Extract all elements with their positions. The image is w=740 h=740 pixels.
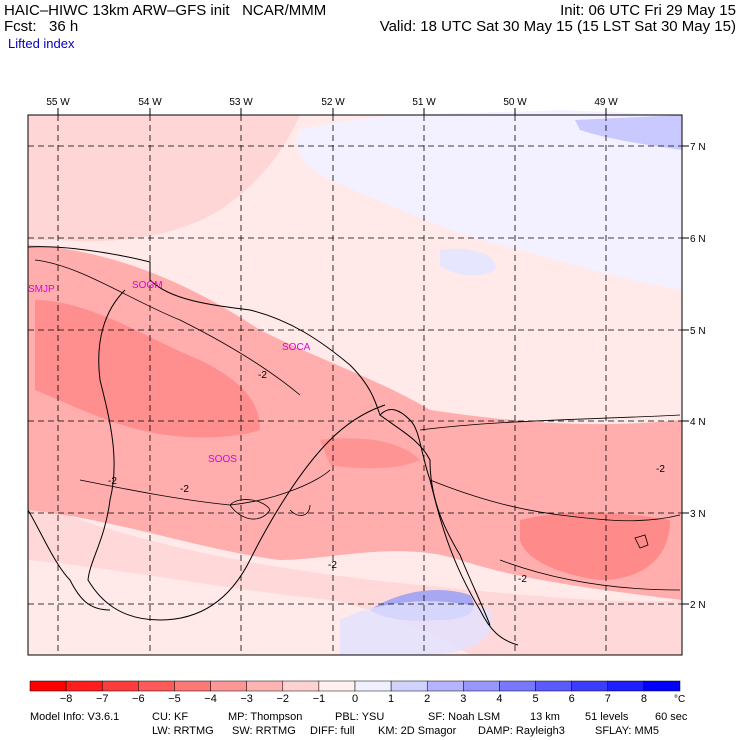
lon-label: 54 W	[138, 97, 162, 108]
colorbar-swatch	[643, 680, 681, 692]
lat-label: 3 N	[690, 509, 706, 520]
footer-pbl: PBL: YSU	[335, 711, 385, 723]
footer-timestep: 60 sec	[655, 711, 688, 723]
colorbar-tick-label: 4	[496, 693, 503, 705]
contour-label: -2	[656, 464, 665, 475]
colorbar-tick-label: 2	[424, 693, 431, 705]
colorbar-swatch	[210, 680, 247, 692]
lat-labels: 7 N 6 N 5 N 4 N 3 N 2 N	[690, 142, 706, 611]
footer-levels: 51 levels	[585, 711, 629, 723]
colorbar-tick-label: 5	[532, 693, 539, 705]
contour-label: -2	[180, 484, 189, 495]
positive-li-patch	[440, 248, 496, 276]
colorbar-swatch	[535, 680, 572, 692]
frame-ticks	[57, 108, 689, 605]
colorbar-swatch	[138, 680, 175, 692]
positive-li-region	[296, 110, 682, 290]
station-label: SOCA	[282, 342, 311, 353]
contour-label: -2	[108, 476, 117, 487]
lon-label: 50 W	[503, 97, 527, 108]
colorbar-swatch	[426, 680, 464, 692]
footer-cu: CU: KF	[152, 711, 189, 723]
valid-time: Valid: 18 UTC Sat 30 May 15 (15 LST Sat …	[379, 18, 736, 35]
colorbar-swatch	[174, 680, 211, 692]
footer-lw: LW: RRTMG	[152, 725, 214, 737]
colorbar-swatch	[390, 680, 428, 692]
footer-diff: DIFF: full	[310, 725, 355, 737]
lon-label: 49 W	[594, 97, 618, 108]
colorbar-unit: °C	[674, 694, 685, 705]
colorbar-tick-label: −6	[132, 693, 145, 705]
colorbar-tick-label: 0	[351, 693, 359, 705]
lat-label: 7 N	[690, 142, 706, 153]
footer-km: KM: 2D Smagor	[378, 725, 457, 737]
colorbar-swatch	[499, 680, 536, 692]
li-minus1-band-lower	[28, 500, 682, 655]
lat-label: 5 N	[690, 326, 706, 337]
colorbar-swatch	[29, 680, 67, 692]
colorbar-tick-label: −8	[59, 693, 73, 705]
colorbar-swatch	[282, 680, 320, 692]
positive-li-core	[575, 115, 682, 150]
colorbar-tick-label: −5	[168, 693, 181, 705]
station-label: SOGM	[132, 280, 163, 291]
contour-label: -2	[328, 560, 337, 571]
station-label: SOOS	[208, 454, 237, 465]
colorbar-swatch	[65, 680, 103, 692]
colorbar-swatch	[607, 680, 645, 692]
colorbar-swatch	[354, 680, 392, 692]
field-name: Lifted index	[8, 36, 75, 51]
gridlines	[28, 115, 682, 655]
colorbar-tick-label: 8	[640, 693, 647, 705]
colorbar	[29, 680, 681, 692]
li-minus2-band	[28, 245, 682, 600]
forecast-hour: Fcst: 36 h	[4, 18, 79, 35]
colorbar-tick-label: −2	[276, 693, 290, 705]
colorbar-swatch	[463, 680, 500, 692]
colorbar-swatch	[101, 680, 139, 692]
map-frame	[27, 114, 683, 656]
lat-label: 2 N	[690, 600, 706, 611]
contour-label: -2	[518, 574, 527, 585]
footer-mp: MP: Thompson	[228, 711, 303, 723]
li-minus1-band	[28, 115, 300, 242]
footer-damp: DAMP: Rayleigh3	[478, 725, 565, 737]
lon-label: 52 W	[321, 97, 345, 108]
positive-li-south-halo	[340, 601, 492, 655]
station-label: SMJP	[28, 284, 55, 295]
footer-resolution: 13 km	[530, 711, 560, 723]
border-west	[87, 289, 386, 621]
init-time: Init: 06 UTC Fri 29 May 15	[560, 2, 736, 19]
colorbar-swatch	[318, 680, 356, 692]
contour-labels: -2 -2 -2 -2 -2 -2	[108, 370, 665, 585]
station-labels: SMJP SOGM SOCA SOOS	[28, 280, 311, 465]
colorbar-tick-label: −4	[204, 693, 217, 705]
colorbar-tick-label: −1	[312, 693, 326, 705]
colorbar-tick-label: 3	[460, 693, 467, 705]
footer-sflay: SFLAY: MM5	[595, 725, 659, 737]
model-title: HAIC–HIWC 13km ARW–GFS init NCAR/MMM	[4, 2, 327, 19]
lat-label: 6 N	[690, 234, 706, 245]
colorbar-tick-label: 1	[388, 693, 395, 705]
colorbar-tick-label: −7	[95, 693, 109, 705]
colorbar-tick-label: 6	[568, 693, 575, 705]
colorbar-tick-label: −3	[240, 693, 253, 705]
lon-labels: 55 W 54 W 53 W 52 W 51 W 50 W 49 W	[46, 97, 618, 108]
footer-sf: SF: Noah LSM	[428, 711, 501, 723]
border-south	[27, 509, 111, 611]
li-minus3-core-west	[35, 300, 260, 438]
lon-label: 51 W	[412, 97, 436, 108]
lat-label: 4 N	[690, 417, 706, 428]
footer-model-info: Model Info: V3.6.1	[30, 711, 120, 723]
lon-label: 53 W	[229, 97, 253, 108]
footer-sw: SW: RRTMG	[232, 725, 296, 737]
colorbar-swatch	[571, 680, 609, 692]
li-minus3-core-east	[520, 512, 670, 580]
lon-label: 55 W	[46, 97, 70, 108]
colorbar-tick-label: 7	[604, 693, 611, 705]
contour-label: -2	[258, 370, 267, 381]
colorbar-swatch	[246, 680, 284, 692]
li-minus3-core-mid	[320, 438, 420, 469]
